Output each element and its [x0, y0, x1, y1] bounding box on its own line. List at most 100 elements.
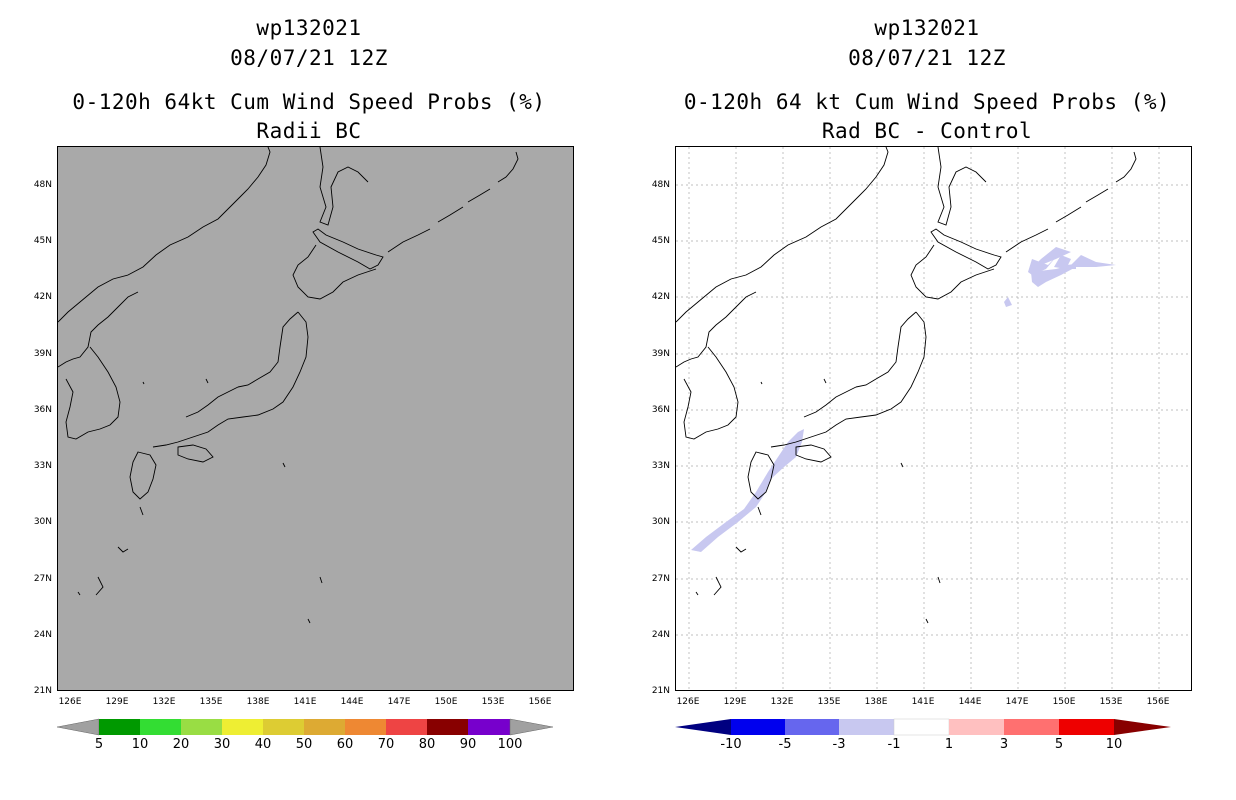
right-cbar-label-m3: -3 [832, 737, 846, 752]
left-lon-label-144e: 144E [340, 697, 364, 707]
right-product-title: 0-120h 64 kt Cum Wind Speed Probs (%) [683, 90, 1171, 114]
left-lon-label-135e: 135E [199, 697, 223, 707]
right-lat-label-39n: 39N [651, 349, 670, 359]
left-lon-label-153e: 153E [481, 697, 505, 707]
right-map-svg [676, 147, 1191, 690]
right-panel: wp132021 08/07/21 12Z 0-120h 64 kt Cum W… [618, 0, 1236, 800]
right-cbar-label-m10: -10 [720, 737, 742, 752]
left-cbar-label-70: 70 [377, 737, 395, 752]
left-subtitle: Radii BC [256, 119, 362, 143]
right-map [675, 146, 1192, 691]
right-cbar-label-5: 5 [1054, 737, 1064, 752]
left-lat-label-45n: 45N [33, 236, 52, 246]
right-colorbar-high-arrow [1114, 719, 1171, 735]
left-lat-label-24n: 24N [33, 630, 52, 640]
right-lat-label-42n: 42N [651, 292, 670, 302]
right-cbar-label-3: 3 [999, 737, 1009, 752]
left-lon-label-126e: 126E [58, 697, 82, 707]
right-lat-label-33n: 33N [651, 461, 670, 471]
right-cbar-label-10: 10 [1105, 737, 1123, 752]
left-lat-label-30n: 30N [33, 517, 52, 527]
right-lat-label-48n: 48N [651, 180, 670, 190]
left-coastline-svg [58, 147, 519, 624]
left-lat-label-36n: 36N [33, 405, 52, 415]
left-cbar-label-20: 20 [172, 737, 190, 752]
left-colorbar-bin-30-40 [222, 719, 263, 735]
left-cbar-label-80: 80 [418, 737, 436, 752]
right-lat-label-27n: 27N [651, 574, 670, 584]
right-colorbar-low-arrow [675, 719, 731, 735]
right-lon-label-132e: 132E [770, 697, 794, 707]
left-colorbar-bin-10-20 [140, 719, 181, 735]
left-colorbar-bin-50-60 [304, 719, 345, 735]
right-colorbar-bin-m1-1 [893, 718, 950, 736]
left-colorbar-bin-80-90 [427, 719, 468, 735]
right-lon-label-150e: 150E [1052, 697, 1076, 707]
right-lon-label-147e: 147E [1005, 697, 1029, 707]
right-colorbar-bin-1-3 [949, 719, 1004, 735]
right-shade-pacific-east [1031, 255, 1116, 287]
right-lon-label-138e: 138E [864, 697, 888, 707]
left-cbar-label-5: 5 [94, 737, 104, 752]
left-cbar-label-40: 40 [254, 737, 272, 752]
left-colorbar-bin-40-50 [263, 719, 304, 735]
left-colorbar-low-arrow [57, 718, 100, 736]
right-lat-label-21n: 21N [651, 686, 670, 696]
left-lat-label-42n: 42N [33, 292, 52, 302]
left-lat-label-21n: 21N [33, 686, 52, 696]
right-lon-label-141e: 141E [911, 697, 935, 707]
left-storm-id: wp132021 [256, 16, 362, 40]
right-lat-label-36n: 36N [651, 405, 670, 415]
left-cbar-label-10: 10 [131, 737, 149, 752]
right-shade-fleck [1066, 264, 1076, 269]
right-cbar-label-m5: -5 [778, 737, 792, 752]
left-lon-label-150e: 150E [434, 697, 458, 707]
right-shade-dot [1004, 297, 1012, 307]
right-lon-label-153e: 153E [1099, 697, 1123, 707]
right-coastlines [676, 147, 1137, 624]
left-lat-label-48n: 48N [33, 180, 52, 190]
right-lon-label-156e: 156E [1146, 697, 1170, 707]
right-shade-pacific-small [1028, 257, 1056, 275]
left-lon-label-141e: 141E [293, 697, 317, 707]
left-cbar-label-50: 50 [295, 737, 313, 752]
right-shaded-areas [691, 247, 1116, 552]
left-lat-label-27n: 27N [33, 574, 52, 584]
right-cbar-label-1: 1 [944, 737, 954, 752]
right-lon-label-135e: 135E [817, 697, 841, 707]
left-cbar-label-30: 30 [213, 737, 231, 752]
right-storm-id: wp132021 [874, 16, 980, 40]
right-colorbar [675, 718, 1171, 736]
right-lat-label-24n: 24N [651, 630, 670, 640]
right-colorbar-bin-m5-m3 [785, 719, 839, 735]
left-colorbar-bin-70-80 [386, 719, 427, 735]
right-gridlines [676, 147, 1191, 690]
left-panel: wp132021 08/07/21 12Z 0-120h 64kt Cum Wi… [33, 16, 574, 752]
left-coastlines [58, 147, 519, 624]
right-shade-kyushu-track [691, 429, 804, 552]
left-cbar-label-90: 90 [459, 737, 477, 752]
left-lon-label-138e: 138E [246, 697, 270, 707]
right-cbar-label-m1: -1 [887, 737, 901, 752]
right-colorbar-bin-m3-m1 [839, 719, 894, 735]
left-product-title: 0-120h 64kt Cum Wind Speed Probs (%) [72, 90, 546, 114]
left-datetime: 08/07/21 12Z [230, 46, 388, 70]
left-map [57, 146, 574, 691]
left-colorbar-bin-20-30 [181, 719, 222, 735]
left-colorbar-bin-60-70 [345, 719, 386, 735]
left-cbar-label-100: 100 [497, 737, 523, 752]
right-lon-label-144e: 144E [958, 697, 982, 707]
right-lon-label-126e: 126E [676, 697, 700, 707]
left-colorbar-bin-90-100 [468, 719, 510, 735]
right-shade-pacific-lobe [1031, 247, 1071, 269]
right-lon-label-129e: 129E [723, 697, 747, 707]
left-lon-label-147e: 147E [387, 697, 411, 707]
right-colorbar-bin-m10-m5 [731, 719, 785, 735]
left-lon-label-132e: 132E [152, 697, 176, 707]
left-colorbar [57, 718, 554, 736]
right-colorbar-bin-3-5 [1004, 719, 1059, 735]
left-lat-label-39n: 39N [33, 349, 52, 359]
left-colorbar-high-arrow [509, 718, 554, 736]
left-colorbar-bin-5-10 [99, 719, 140, 735]
right-datetime: 08/07/21 12Z [848, 46, 1006, 70]
